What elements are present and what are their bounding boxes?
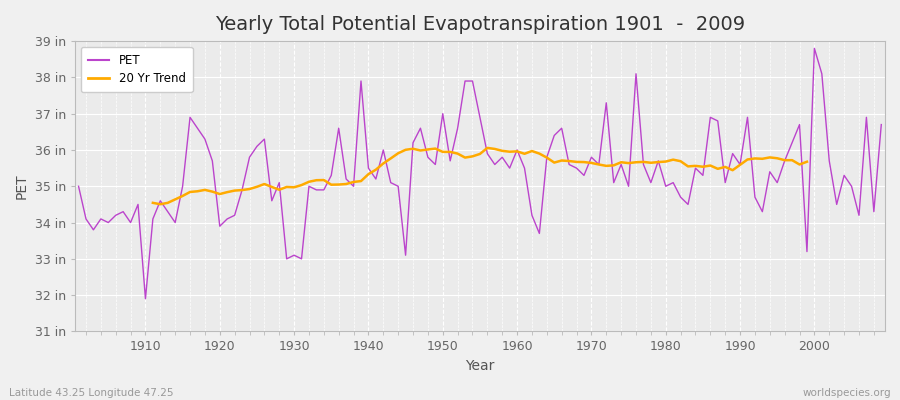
Text: worldspecies.org: worldspecies.org [803, 388, 891, 398]
X-axis label: Year: Year [465, 359, 495, 373]
Text: Latitude 43.25 Longitude 47.25: Latitude 43.25 Longitude 47.25 [9, 388, 174, 398]
Y-axis label: PET: PET [15, 174, 29, 199]
Title: Yearly Total Potential Evapotranspiration 1901  -  2009: Yearly Total Potential Evapotranspiratio… [215, 15, 745, 34]
Legend: PET, 20 Yr Trend: PET, 20 Yr Trend [81, 47, 193, 92]
